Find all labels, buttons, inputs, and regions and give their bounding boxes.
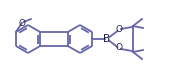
- Text: O: O: [18, 18, 25, 28]
- Text: B: B: [103, 34, 111, 44]
- Text: O: O: [116, 44, 122, 52]
- Text: O: O: [116, 26, 122, 34]
